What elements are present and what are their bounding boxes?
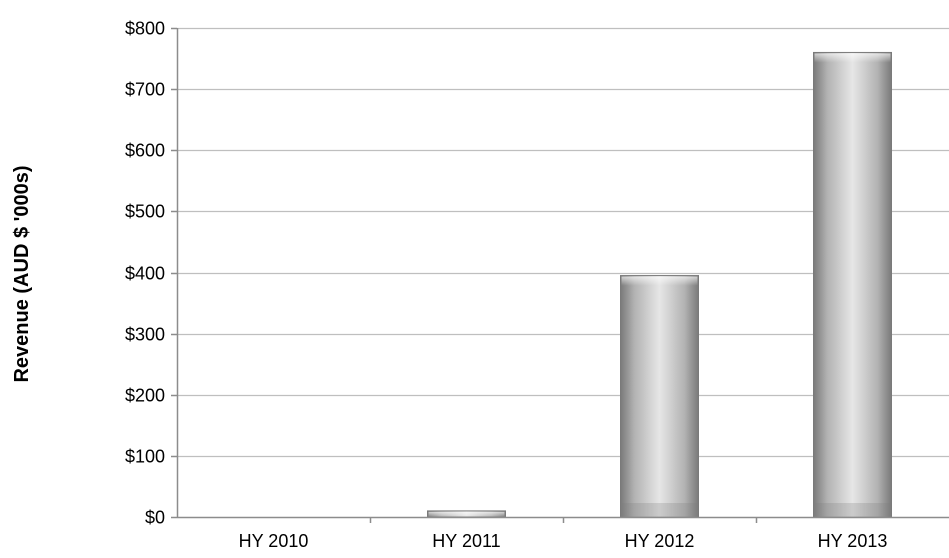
- bar: [620, 275, 699, 518]
- bar-base-shadow: [621, 503, 698, 516]
- y-tick-label: $700: [125, 80, 165, 100]
- bar-cap-highlight: [814, 53, 891, 63]
- y-tick-labels: $0 $100 $200 $300 $400 $500 $600 $700 $800: [125, 19, 177, 528]
- bar-cap-highlight: [621, 276, 698, 286]
- bar-cap-highlight: [428, 511, 505, 517]
- x-tick-label: HY 2012: [625, 531, 695, 551]
- gridlines: [177, 27, 949, 458]
- bar: [427, 510, 506, 518]
- bars: [427, 51, 892, 518]
- x-tick-label: HY 2013: [818, 531, 888, 551]
- x-tick-label: HY 2010: [239, 531, 309, 551]
- bar-body: [813, 51, 892, 518]
- y-tick-label: $500: [125, 202, 165, 222]
- y-axis-title: Revenue (AUD $ '000s): [11, 165, 33, 382]
- y-tick-label: $400: [125, 264, 165, 284]
- bar-body: [620, 275, 699, 518]
- y-tick-label: $800: [125, 19, 165, 39]
- x-tick-label: HY 2011: [432, 531, 500, 551]
- bar-base-shadow: [814, 503, 891, 516]
- y-tick-label: $600: [125, 141, 165, 161]
- y-tick-label: $0: [145, 508, 165, 528]
- bar: [813, 51, 892, 518]
- x-tick-labels: HY 2010 HY 2011 HY 2012 HY 2013: [239, 517, 888, 551]
- y-tick-label: $300: [125, 325, 165, 345]
- y-axis-title-group: Revenue (AUD $ '000s): [11, 165, 33, 382]
- y-tick-label: $200: [125, 386, 165, 406]
- y-tick-label: $100: [125, 447, 165, 467]
